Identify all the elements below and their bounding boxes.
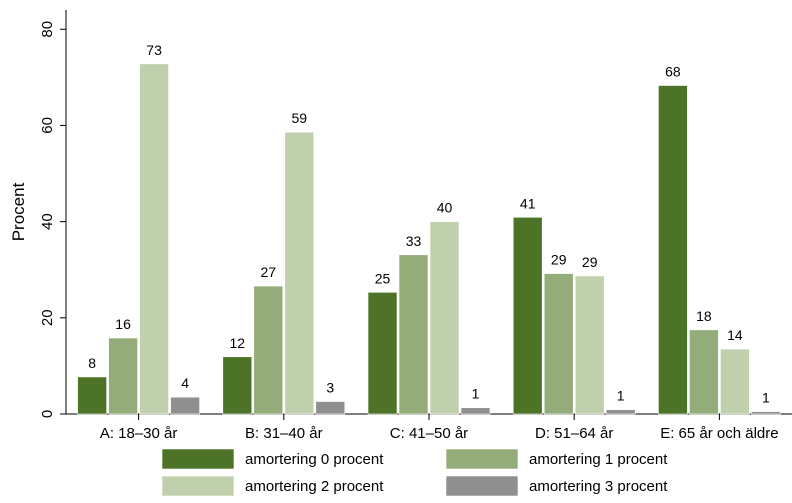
bar-value-label: 16 xyxy=(115,316,131,332)
bar xyxy=(108,337,138,415)
legend-swatch xyxy=(445,448,519,470)
bar-value-label: 12 xyxy=(230,335,246,351)
x-tick-label: B: 31–40 år xyxy=(245,425,323,442)
bar xyxy=(77,376,107,415)
bar xyxy=(689,329,719,415)
bar-value-label: 33 xyxy=(406,233,422,249)
bar-value-label: 18 xyxy=(696,308,712,324)
bar-value-label: 29 xyxy=(582,254,598,270)
x-tick-label: E: 65 år och äldre xyxy=(660,425,778,442)
bar-value-label: 14 xyxy=(727,327,743,343)
bar-value-label: 27 xyxy=(261,264,277,280)
bar xyxy=(315,401,346,415)
bar xyxy=(751,411,781,415)
bar xyxy=(284,131,315,415)
bar xyxy=(367,292,398,415)
bar-value-label: 41 xyxy=(520,195,536,211)
bar xyxy=(574,275,605,415)
legend-label: amortering 2 procent xyxy=(245,478,384,495)
y-tick-label: 20 xyxy=(39,309,56,326)
bar xyxy=(139,63,169,415)
bar-value-label: 8 xyxy=(88,355,96,371)
bar xyxy=(720,348,750,415)
bar-value-label: 68 xyxy=(665,64,681,80)
bar xyxy=(605,409,636,415)
bar-value-label: 73 xyxy=(146,42,162,58)
x-tick-label: A: 18–30 år xyxy=(100,425,178,442)
bar xyxy=(543,273,574,415)
bar xyxy=(170,396,200,415)
bar-value-label: 29 xyxy=(551,252,567,268)
bar-value-label: 1 xyxy=(617,388,625,404)
legend-label: amortering 3 procent xyxy=(529,478,668,495)
bar-value-label: 3 xyxy=(326,379,334,395)
bar xyxy=(253,285,284,415)
legend-swatch xyxy=(445,475,519,497)
bar xyxy=(222,356,253,415)
y-tick-label: 80 xyxy=(39,21,56,38)
y-tick-label: 60 xyxy=(39,117,56,134)
legend: amortering 0 procent amortering 1 procent… xyxy=(161,448,668,497)
legend-swatch xyxy=(161,475,235,497)
y-tick-label: 0 xyxy=(39,410,56,418)
y-axis-title: Procent xyxy=(9,182,28,241)
bar-value-label: 1 xyxy=(472,386,480,402)
bar-value-label: 59 xyxy=(292,110,308,126)
bar-value-label: 40 xyxy=(437,200,453,216)
y-tick-label: 40 xyxy=(39,213,56,230)
bar-value-label: 4 xyxy=(181,375,189,391)
bar xyxy=(460,407,491,415)
bar xyxy=(398,254,429,415)
bar-value-label: 1 xyxy=(762,390,770,406)
bar-value-label: 25 xyxy=(375,270,391,286)
legend-label: amortering 1 procent xyxy=(529,451,668,468)
x-tick-label: D: 51–64 år xyxy=(535,425,613,442)
legend-label: amortering 0 procent xyxy=(245,451,384,468)
x-tick-label: C: 41–50 år xyxy=(390,425,468,442)
bar xyxy=(658,85,688,415)
plot-area: 0 20 40 60 80 A: 18–30 år 8 16 73 4 B: 31–40 år 12 2… xyxy=(39,10,792,442)
legend-swatch xyxy=(161,448,235,470)
bar xyxy=(512,216,543,415)
bar xyxy=(429,221,460,415)
